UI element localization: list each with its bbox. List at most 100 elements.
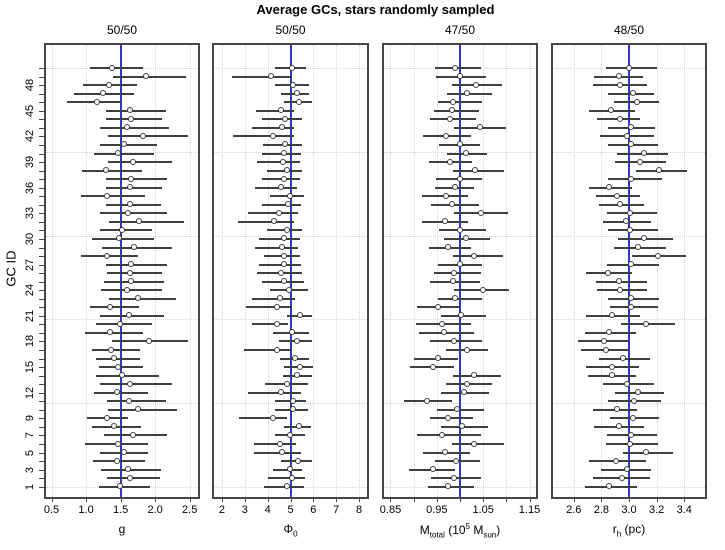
point-marker <box>290 406 297 413</box>
error-bar <box>452 255 503 258</box>
point-marker <box>453 457 460 464</box>
error-bar <box>256 109 294 112</box>
y-tick <box>39 264 44 266</box>
y-tick <box>39 238 44 240</box>
point-marker <box>438 320 445 327</box>
point-marker <box>289 474 296 481</box>
x-tick-label: 2.6 <box>566 504 582 516</box>
point-marker <box>655 167 662 174</box>
error-bar <box>431 203 480 206</box>
error-bar <box>433 109 479 112</box>
x-axis-title-part: ) <box>496 523 501 537</box>
error-bar <box>438 101 483 104</box>
y-tick-label: 48 <box>24 79 36 92</box>
point-marker <box>445 414 452 421</box>
x-tick <box>290 497 292 502</box>
point-marker <box>464 380 471 387</box>
error-bar <box>99 126 169 129</box>
point-marker <box>429 466 436 473</box>
error-bar <box>243 349 292 352</box>
x-axis-title-part: r <box>612 522 617 536</box>
gridline-horizontal <box>46 235 198 237</box>
point-marker <box>452 64 459 71</box>
point-marker <box>128 261 135 268</box>
point-marker <box>607 107 614 114</box>
point-marker <box>626 226 633 233</box>
point-marker <box>472 81 479 88</box>
x-tick <box>656 497 658 502</box>
y-tick-label: 21 <box>24 309 36 322</box>
x-tick <box>267 497 269 502</box>
error-bar <box>248 391 301 394</box>
x-tick <box>86 497 88 502</box>
point-marker <box>277 269 284 276</box>
x-tick <box>390 497 392 502</box>
y-tick <box>39 418 44 420</box>
point-marker <box>624 132 631 139</box>
point-marker <box>628 141 635 148</box>
point-marker <box>628 261 635 268</box>
chart-title: Average GCs, stars randomly sampled <box>256 2 495 17</box>
error-bar <box>106 477 160 480</box>
point-marker <box>281 175 288 182</box>
y-tick <box>39 401 44 403</box>
point-marker <box>613 457 620 464</box>
point-marker <box>434 303 441 310</box>
point-marker <box>128 278 135 285</box>
y-tick-label: 1 <box>24 483 36 490</box>
gridline-vertical <box>221 45 223 497</box>
reference-line <box>628 45 630 497</box>
error-bar <box>108 135 188 138</box>
point-marker <box>604 269 611 276</box>
point-marker <box>606 184 613 191</box>
gridline-horizontal <box>46 319 198 321</box>
point-marker <box>296 423 303 430</box>
point-marker <box>451 184 458 191</box>
x-axis-title: g <box>119 522 126 536</box>
point-marker <box>128 175 135 182</box>
x-tick-label: 2.5 <box>182 504 198 516</box>
point-marker <box>277 389 284 396</box>
reference-line <box>119 45 122 497</box>
panel-subtitle: 50/50 <box>275 23 306 37</box>
point-marker <box>429 363 436 370</box>
x-tick <box>529 497 531 502</box>
y-tick-label: 30 <box>24 232 36 246</box>
point-marker <box>287 466 293 473</box>
error-bar <box>106 263 167 266</box>
point-marker <box>470 440 477 447</box>
point-marker <box>624 380 631 387</box>
gridline-vertical <box>601 45 603 497</box>
point-marker <box>124 286 131 293</box>
x-axis-title-part: 5 <box>465 522 471 531</box>
gridline-vertical <box>506 45 508 497</box>
point-marker <box>479 286 486 293</box>
panel-border <box>212 43 369 499</box>
point-marker <box>449 278 456 285</box>
x-tick <box>460 497 461 502</box>
gridline-vertical <box>86 45 88 497</box>
error-bar <box>104 280 165 283</box>
error-bar <box>101 468 161 471</box>
point-marker <box>146 337 153 344</box>
x-tick-label: 1.5 <box>112 504 129 516</box>
y-tick-label: 27 <box>24 258 36 271</box>
x-tick-label: 0.5 <box>43 504 60 516</box>
point-marker <box>124 124 131 131</box>
y-tick <box>39 444 44 446</box>
point-marker <box>282 141 289 148</box>
point-marker <box>628 303 635 310</box>
point-marker <box>456 175 463 182</box>
point-marker <box>296 98 303 105</box>
point-marker <box>129 158 136 165</box>
y-tick-label: 18 <box>24 335 36 348</box>
y-tick <box>39 256 44 258</box>
x-tick-label: 1.15 <box>518 504 541 516</box>
point-marker <box>624 466 631 473</box>
panel-border <box>551 43 707 499</box>
x-axis-title-part: (pc) <box>621 522 646 536</box>
error-bar <box>255 246 299 249</box>
point-marker <box>447 158 454 165</box>
point-marker <box>615 73 622 80</box>
